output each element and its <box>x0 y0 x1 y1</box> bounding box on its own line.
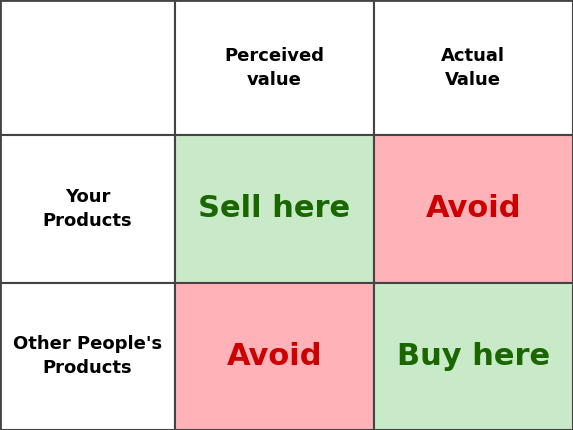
Bar <box>374 283 573 430</box>
Bar <box>0 0 175 135</box>
Text: Perceived
value: Perceived value <box>224 47 324 89</box>
Bar <box>0 135 175 283</box>
Bar <box>175 135 374 283</box>
Bar <box>175 0 374 135</box>
Text: Avoid: Avoid <box>426 194 521 224</box>
Bar <box>374 135 573 283</box>
Text: Buy here: Buy here <box>397 342 550 371</box>
Text: Other People's
Products: Other People's Products <box>13 335 162 377</box>
Text: Actual
Value: Actual Value <box>441 47 505 89</box>
Text: Avoid: Avoid <box>226 342 322 371</box>
Text: Your
Products: Your Products <box>42 188 132 230</box>
Bar <box>175 283 374 430</box>
Text: Sell here: Sell here <box>198 194 350 224</box>
Bar <box>374 0 573 135</box>
Bar <box>0 283 175 430</box>
